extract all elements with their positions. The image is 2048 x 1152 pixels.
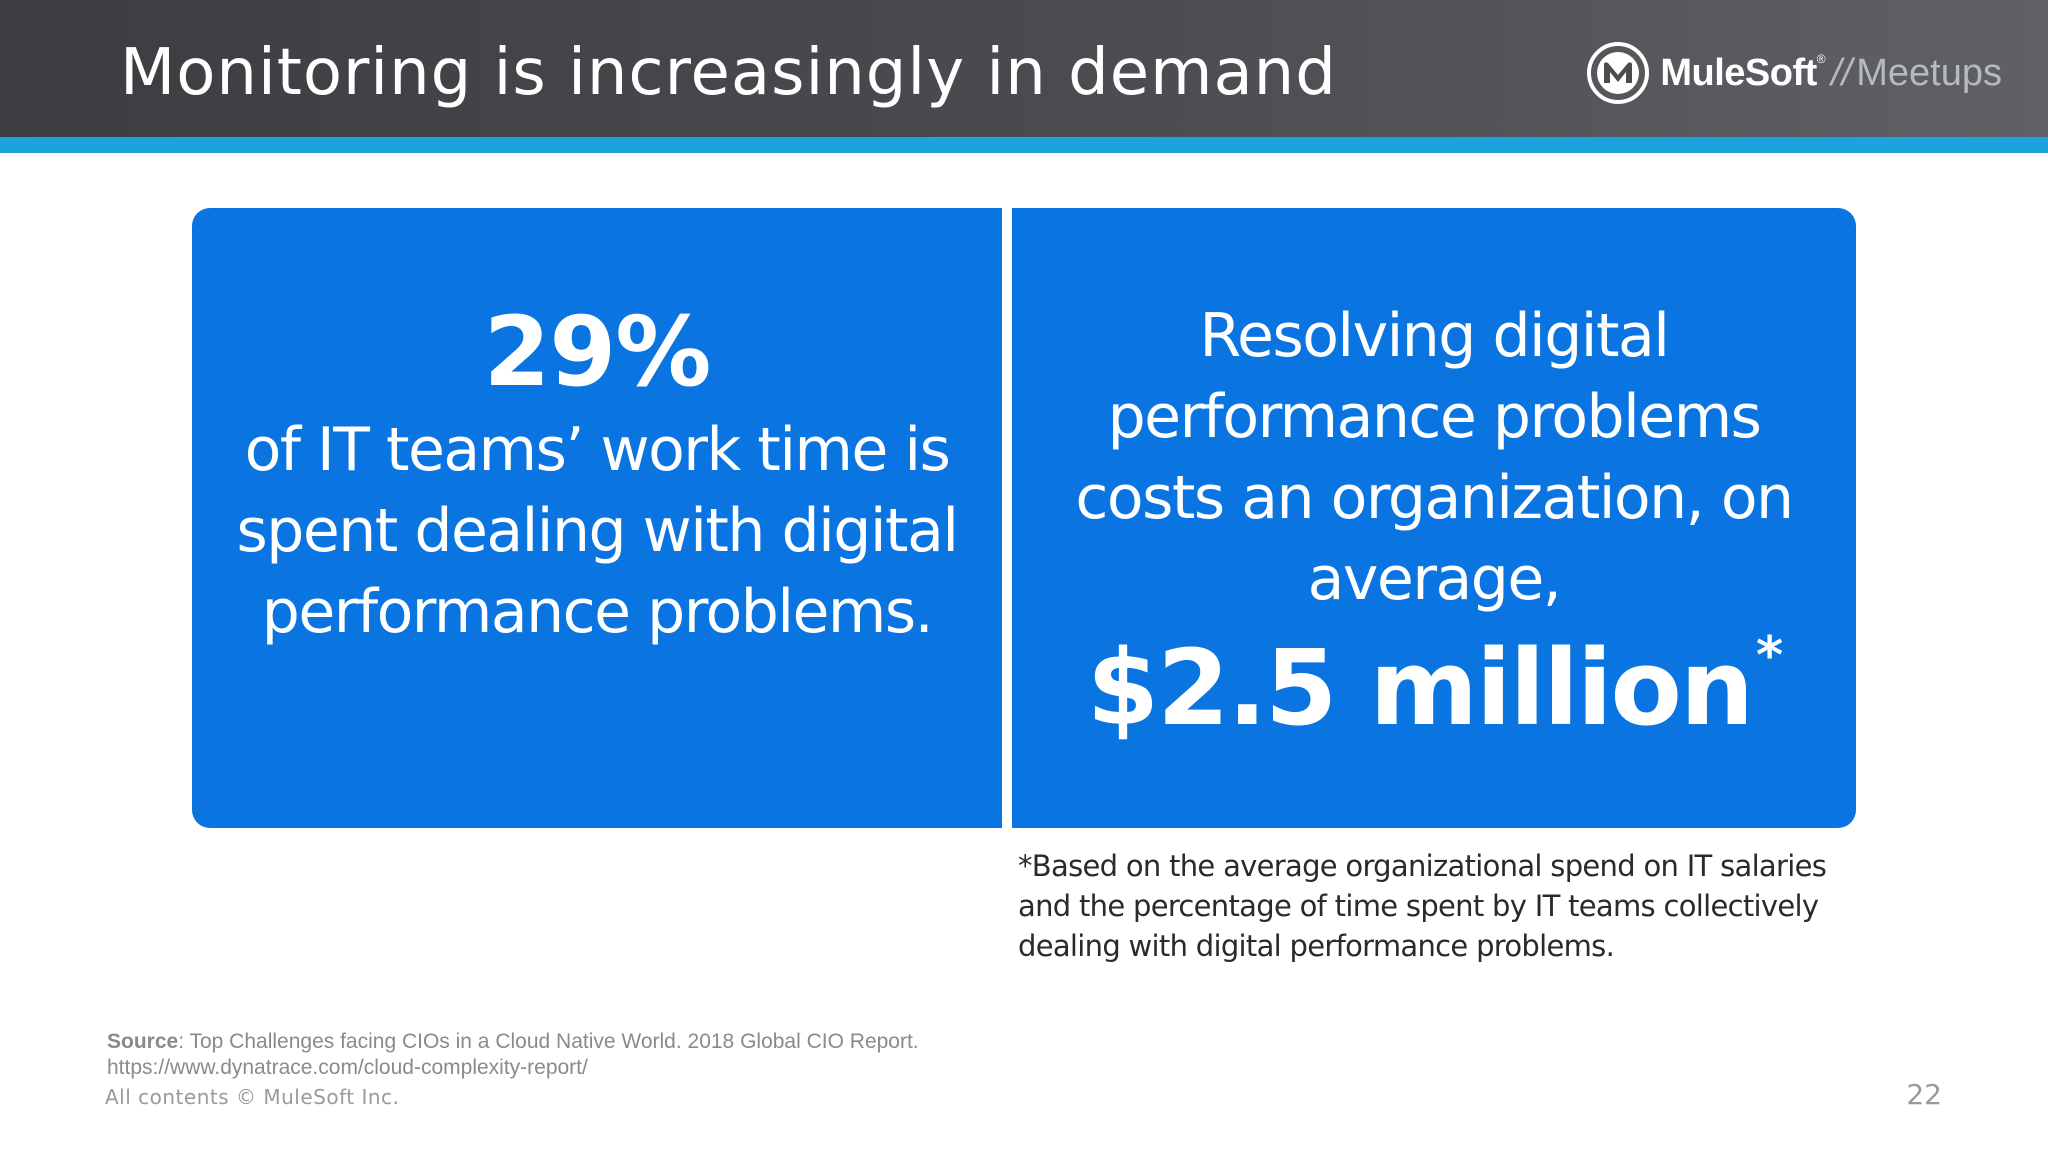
copyright-notice: All contents © MuleSoft Inc. [105, 1085, 400, 1109]
source-url: https://www.dynatrace.com/cloud-complexi… [107, 1056, 588, 1079]
slide-header: Monitoring is increasingly in demand Mul… [0, 0, 2048, 137]
page-number: 22 [1906, 1078, 1942, 1111]
mulesoft-m-icon [1587, 42, 1650, 104]
stat-panel-left: 29% of IT teams’ work time is spent deal… [192, 208, 1002, 828]
stat-description: of IT teams’ work time is spent dealing … [236, 415, 959, 647]
source-citation: Source: Top Challenges facing CIOs in a … [107, 1030, 919, 1054]
cost-amount: $2.5 million* [1012, 630, 1856, 740]
registered-mark: ® [1816, 51, 1826, 66]
cost-panel-right: Resolving digital performance problems c… [1012, 208, 1856, 828]
logo-separator: // [1831, 51, 1853, 94]
cost-amount-value: $2.5 million [1086, 627, 1754, 749]
footnote: *Based on the average organizational spe… [1018, 849, 1827, 963]
logo-brand-text: MuleSoft® [1660, 51, 1826, 94]
cost-asterisk: * [1756, 626, 1783, 686]
header-accent-stripe [0, 137, 2048, 153]
logo-meetups-text: Meetups [1856, 51, 2002, 94]
stat-percentage: 29% [483, 296, 712, 408]
source-text: : Top Challenges facing CIOs in a Cloud … [178, 1030, 919, 1053]
cost-description: Resolving digital performance problems c… [1075, 301, 1794, 614]
slide-title: Monitoring is increasingly in demand [120, 36, 1337, 110]
mulesoft-meetups-logo: MuleSoft® // Meetups [1586, 38, 2002, 108]
source-label: Source [107, 1030, 179, 1053]
